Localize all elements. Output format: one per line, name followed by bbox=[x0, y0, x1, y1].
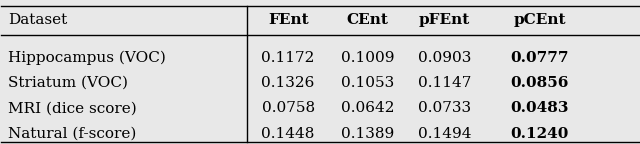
Text: 0.0483: 0.0483 bbox=[511, 102, 569, 115]
Text: 0.0856: 0.0856 bbox=[511, 76, 569, 90]
Text: pCEnt: pCEnt bbox=[513, 13, 566, 27]
Text: MRI (dice score): MRI (dice score) bbox=[8, 102, 136, 115]
Text: Natural (f-score): Natural (f-score) bbox=[8, 127, 136, 141]
Text: CEnt: CEnt bbox=[347, 13, 388, 27]
Text: 0.0733: 0.0733 bbox=[418, 102, 471, 115]
Text: 0.1448: 0.1448 bbox=[262, 127, 315, 141]
Text: 0.1053: 0.1053 bbox=[341, 76, 394, 90]
Text: 0.1389: 0.1389 bbox=[341, 127, 394, 141]
Text: 0.1240: 0.1240 bbox=[511, 127, 569, 141]
Text: 0.0758: 0.0758 bbox=[262, 102, 315, 115]
Text: 0.1009: 0.1009 bbox=[341, 51, 394, 65]
Text: 0.1494: 0.1494 bbox=[417, 127, 471, 141]
Text: 0.1172: 0.1172 bbox=[262, 51, 315, 65]
Text: pFEnt: pFEnt bbox=[419, 13, 470, 27]
Text: 0.0642: 0.0642 bbox=[341, 102, 394, 115]
Text: 0.1147: 0.1147 bbox=[417, 76, 471, 90]
Text: Hippocampus (VOC): Hippocampus (VOC) bbox=[8, 51, 166, 65]
Text: 0.0903: 0.0903 bbox=[417, 51, 471, 65]
Text: 0.0777: 0.0777 bbox=[511, 51, 569, 65]
Text: FEnt: FEnt bbox=[268, 13, 308, 27]
Text: 0.1326: 0.1326 bbox=[262, 76, 315, 90]
Text: Striatum (VOC): Striatum (VOC) bbox=[8, 76, 128, 90]
Text: Dataset: Dataset bbox=[8, 13, 67, 27]
